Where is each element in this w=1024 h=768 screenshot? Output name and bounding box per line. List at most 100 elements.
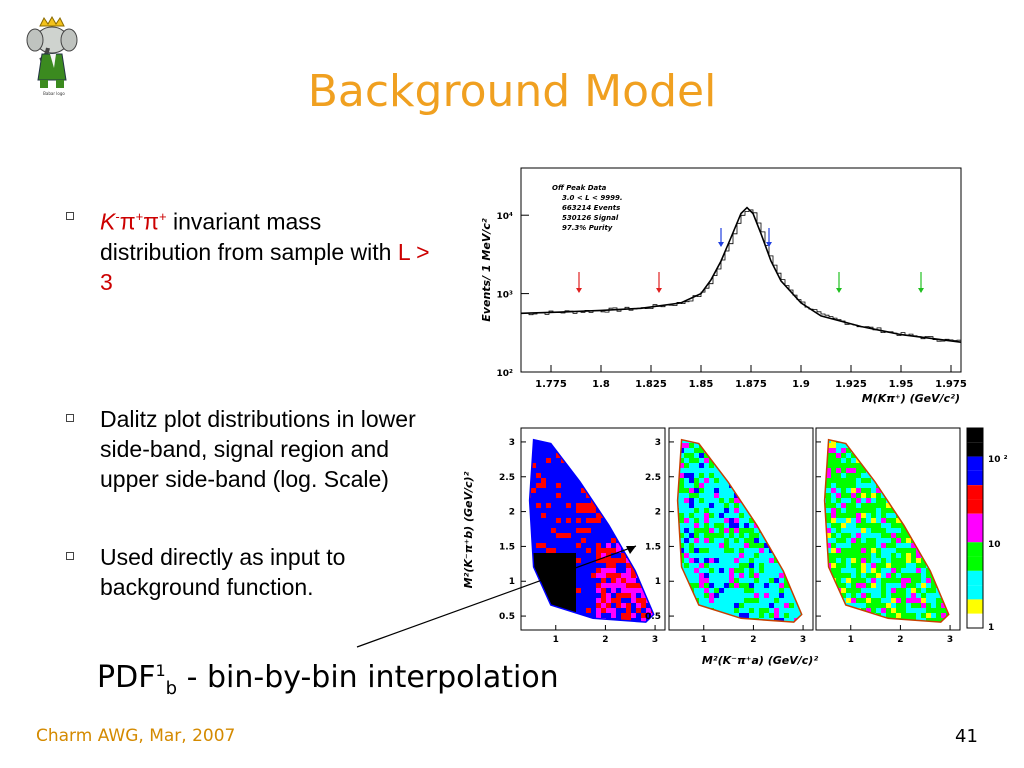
x-tick-label: 3 — [947, 635, 953, 645]
x-axis-label: M(Kπ⁺) (GeV/c²) — [862, 392, 960, 405]
stats-line: 97.3% Purity — [562, 224, 613, 232]
region-arrowhead — [918, 288, 924, 293]
data-histogram — [521, 209, 961, 342]
colorbar-cell — [967, 528, 983, 543]
y-tick-label: 1 — [509, 577, 515, 587]
bullet-square-icon — [66, 414, 74, 422]
colorbar-cell — [967, 613, 983, 628]
pdf-description: - bin-by-bin interpolation — [177, 660, 559, 695]
colorbar-cell — [967, 499, 983, 514]
likelihood-cut: L > 3 — [100, 238, 430, 295]
colorbar-cell — [967, 542, 983, 557]
stats-line: 530126 Signal — [562, 214, 619, 222]
y-axis-label: Events/ 1 MeV/c² — [480, 218, 493, 322]
pion-charge-1: + — [135, 209, 144, 224]
bullet-text-1: invariant mass distribution from sample … — [100, 208, 398, 265]
pdf-subscript: b — [165, 678, 178, 699]
colorbar-label: 10 ² — [988, 455, 1008, 465]
x-tick-label: 1.85 — [689, 379, 714, 390]
x-tick-label: 3 — [800, 635, 806, 645]
x-tick-label: 1.825 — [635, 379, 667, 390]
pointer-arrowhead — [626, 546, 636, 554]
x-tick-label: 1.8 — [592, 379, 610, 390]
y-tick-label: 3 — [655, 438, 661, 448]
colorbar-cell — [967, 585, 983, 600]
x-tick-label: 1.875 — [735, 379, 767, 390]
x-tick-label: 1 — [701, 635, 707, 645]
x-tick-label: 2 — [602, 635, 608, 645]
colorbar-frame — [966, 427, 984, 629]
colorbar-cell — [967, 513, 983, 528]
y-tick-label: 2.5 — [645, 473, 661, 483]
fit-curve — [520, 206, 962, 343]
region-arrowhead — [836, 288, 842, 293]
colorbar-cell — [967, 428, 983, 443]
bullet-square-icon — [66, 552, 74, 560]
kinematic-boundary — [528, 438, 655, 623]
y-tick-label: 10⁴ — [497, 212, 514, 222]
x-tick-label: 2 — [750, 635, 756, 645]
y-tick-label: 2 — [655, 508, 661, 518]
pdf-text: PDF — [97, 660, 156, 695]
x-tick-label: 1 — [848, 635, 854, 645]
colorbar-label: 10 — [988, 540, 1001, 550]
colorbar-cell — [967, 456, 983, 471]
y-tick-label: 10³ — [497, 291, 514, 301]
y-tick-label: 2.5 — [499, 473, 515, 483]
stats-box: Off Peak Data 3.0 < L < 9999. 663214 Eve… — [552, 184, 622, 232]
kaon-charge: - — [115, 209, 120, 224]
logo-caption: Babar logo — [43, 91, 65, 96]
pion-symbol-2: π — [143, 208, 160, 235]
pion-symbol-1: π — [119, 208, 136, 235]
colorbar-label: 1 — [988, 623, 994, 633]
y-tick-label: 1.5 — [645, 542, 661, 552]
stats-line: Off Peak Data — [552, 184, 607, 192]
y-tick-label: 2 — [509, 508, 515, 518]
pdf-superscript: 1 — [155, 661, 166, 680]
mass-distribution-plot: 1.775 1.8 1.825 1.85 1.875 1.9 1.925 1.95 1.975 1… — [480, 167, 967, 405]
region-arrowhead — [718, 242, 724, 247]
y-tick-label: 0.5 — [645, 612, 661, 622]
pion-charge-2: + — [159, 209, 167, 224]
colorbar-cell — [967, 485, 983, 500]
colorbar-cell — [967, 599, 983, 614]
pdf-caption: PDF1b - bin-by-bin interpolation — [97, 660, 559, 699]
kaon-symbol: K — [100, 208, 116, 235]
footer-text: Charm AWG, Mar, 2007 — [36, 726, 236, 746]
plot-frame — [520, 167, 962, 373]
colorbar-cell — [967, 470, 983, 486]
region-arrowhead — [656, 288, 662, 293]
dalitz-x-label: M²(K⁻π⁺a) (GeV/c)² — [702, 654, 819, 667]
x-tick-label: 1.9 — [792, 379, 810, 390]
y-tick-label: 0.5 — [499, 612, 515, 622]
y-tick-label: 3 — [509, 438, 515, 448]
y-tick-label: 1.5 — [499, 542, 515, 552]
x-tick-label: 3 — [652, 635, 658, 645]
slide-title: Background Model — [307, 66, 717, 117]
bullet-text-2: Dalitz plot distributions in lower side-… — [100, 406, 416, 492]
y-tick-label: 1 — [655, 577, 661, 587]
region-arrowhead — [766, 242, 772, 247]
colorbar-cell — [967, 570, 983, 586]
colorbar-cell — [967, 556, 983, 571]
x-tick-label: 1.975 — [935, 379, 967, 390]
y-tick-label: 10² — [497, 369, 514, 379]
dalitz-y-label: M²(K⁻π⁺b) (GeV/c)² — [462, 471, 475, 588]
stats-line: 663214 Events — [562, 204, 620, 212]
kinematic-boundary — [823, 438, 950, 623]
kinematic-boundary — [676, 438, 803, 623]
x-tick-label: 1.775 — [535, 379, 567, 390]
pointer-line — [356, 545, 637, 648]
colorbar-cell — [967, 442, 983, 457]
x-tick-label: 1.95 — [889, 379, 914, 390]
x-tick-label: 2 — [897, 635, 903, 645]
bullet-text-3: Used directly as input to background fun… — [100, 544, 346, 600]
bullet-square-icon — [66, 212, 74, 220]
page-number: 41 — [955, 726, 978, 747]
dalitz-plots: 1 2 3 0.5 1 1.5 2 2.5 3 1 2 3 0.5 1 1.5 2 2.5 3 1 2 3 M²(K⁻π… — [356, 427, 1008, 667]
region-arrowhead — [576, 288, 582, 293]
x-tick-label: 1.925 — [835, 379, 867, 390]
stats-line: 3.0 < L < 9999. — [562, 194, 622, 202]
x-tick-label: 1 — [553, 635, 559, 645]
babar-elephant-logo: Babar logo — [26, 16, 78, 96]
